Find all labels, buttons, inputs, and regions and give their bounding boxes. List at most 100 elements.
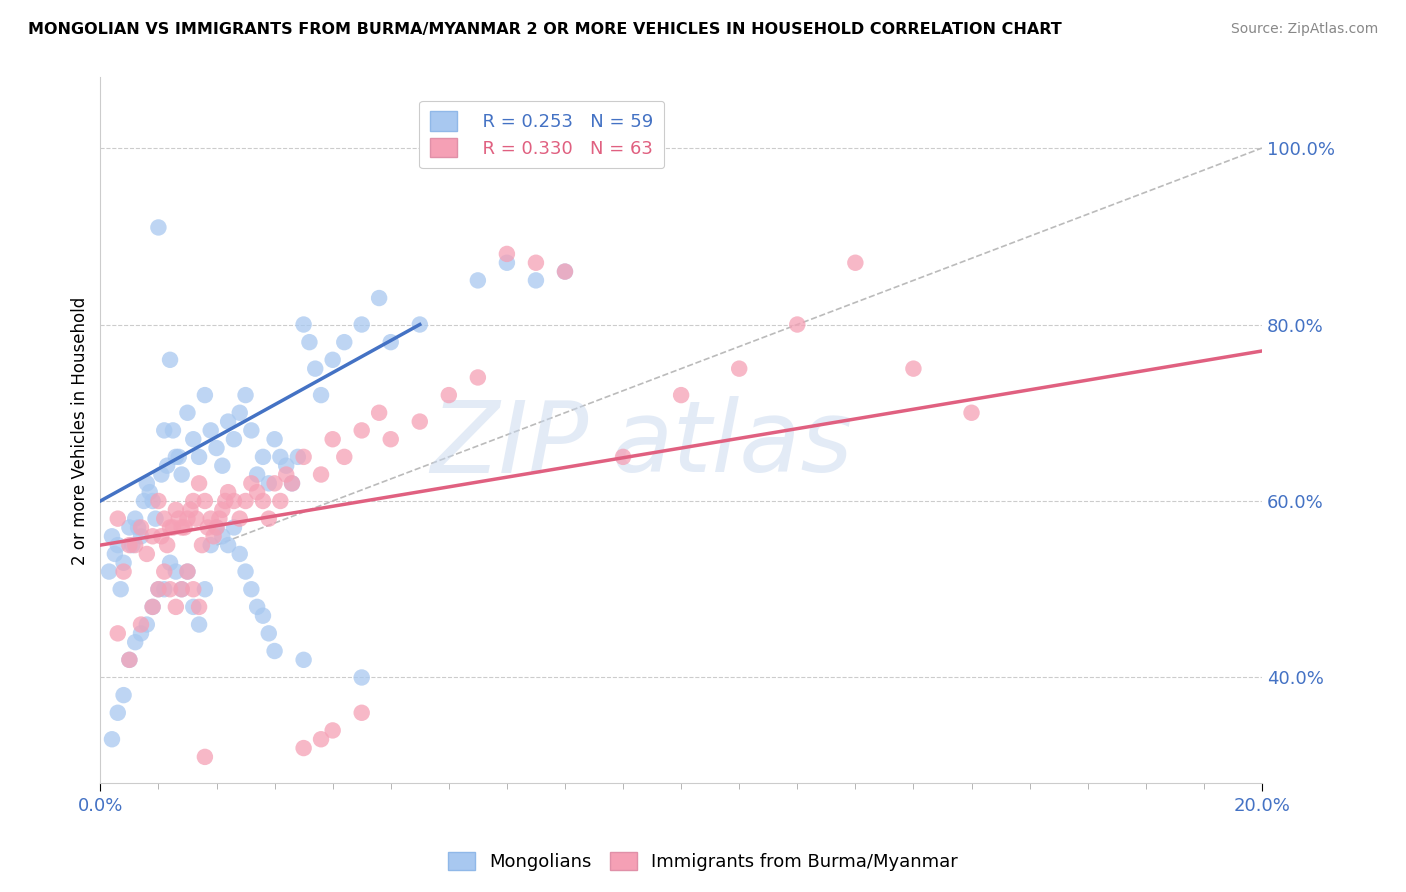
Point — [156, 538, 179, 552]
Point — [269, 494, 291, 508]
Point — [197, 520, 219, 534]
Point — [159, 352, 181, 367]
Point — [409, 415, 432, 429]
Text: ZIP: ZIP — [430, 396, 588, 493]
Text: Source: ZipAtlas.com: Source: ZipAtlas.com — [1230, 22, 1378, 37]
Point — [211, 529, 233, 543]
Point — [205, 520, 228, 534]
Point — [112, 565, 135, 579]
Point — [159, 556, 181, 570]
Point — [142, 599, 165, 614]
Point — [200, 511, 222, 525]
Point — [235, 565, 257, 579]
Point — [200, 538, 222, 552]
Point — [112, 688, 135, 702]
Point — [240, 424, 263, 438]
Point — [222, 494, 245, 508]
Point — [246, 467, 269, 482]
Point — [322, 723, 344, 738]
Point — [181, 582, 204, 597]
Point — [554, 264, 576, 278]
Point — [173, 520, 195, 534]
Point — [281, 476, 304, 491]
Point — [188, 617, 211, 632]
Point — [350, 424, 373, 438]
Point — [181, 494, 204, 508]
Point — [200, 424, 222, 438]
Point — [217, 415, 239, 429]
Point — [960, 406, 983, 420]
Point — [142, 529, 165, 543]
Point — [322, 352, 344, 367]
Point — [194, 388, 217, 402]
Point — [496, 256, 519, 270]
Point — [246, 599, 269, 614]
Point — [229, 406, 252, 420]
Point — [124, 635, 146, 649]
Point — [179, 503, 201, 517]
Point — [257, 476, 280, 491]
Point — [170, 467, 193, 482]
Point — [124, 538, 146, 552]
Point — [142, 494, 165, 508]
Point — [104, 547, 127, 561]
Point — [380, 432, 402, 446]
Point — [165, 503, 187, 517]
Point — [188, 450, 211, 464]
Point — [263, 644, 285, 658]
Point — [181, 599, 204, 614]
Point — [786, 318, 808, 332]
Point — [368, 406, 391, 420]
Point — [409, 318, 432, 332]
Point — [150, 467, 173, 482]
Point — [170, 582, 193, 597]
Point — [368, 291, 391, 305]
Point — [159, 520, 181, 534]
Legend: Mongolians, Immigrants from Burma/Myanmar: Mongolians, Immigrants from Burma/Myanma… — [440, 845, 966, 879]
Point — [235, 494, 257, 508]
Point — [162, 424, 184, 438]
Point — [217, 538, 239, 552]
Point — [309, 732, 332, 747]
Point — [148, 494, 170, 508]
Point — [292, 741, 315, 756]
Point — [135, 617, 157, 632]
Point — [229, 511, 252, 525]
Point — [145, 511, 167, 525]
Point — [229, 547, 252, 561]
Point — [107, 706, 129, 720]
Point — [292, 318, 315, 332]
Point — [350, 706, 373, 720]
Point — [222, 520, 245, 534]
Point — [129, 626, 152, 640]
Point — [162, 520, 184, 534]
Point — [554, 264, 576, 278]
Point — [269, 450, 291, 464]
Point — [467, 370, 489, 384]
Point — [252, 450, 274, 464]
Point — [153, 582, 176, 597]
Point — [129, 529, 152, 543]
Point — [188, 476, 211, 491]
Point — [263, 432, 285, 446]
Point — [235, 388, 257, 402]
Point — [217, 485, 239, 500]
Point — [252, 608, 274, 623]
Point — [167, 450, 190, 464]
Point — [322, 432, 344, 446]
Point — [181, 432, 204, 446]
Point — [170, 520, 193, 534]
Point — [467, 273, 489, 287]
Point — [257, 511, 280, 525]
Point — [167, 511, 190, 525]
Point — [148, 582, 170, 597]
Point — [170, 582, 193, 597]
Point — [153, 565, 176, 579]
Point — [333, 450, 356, 464]
Point — [222, 432, 245, 446]
Point — [214, 494, 236, 508]
Point — [246, 485, 269, 500]
Point — [165, 450, 187, 464]
Point — [276, 458, 298, 473]
Point — [191, 538, 214, 552]
